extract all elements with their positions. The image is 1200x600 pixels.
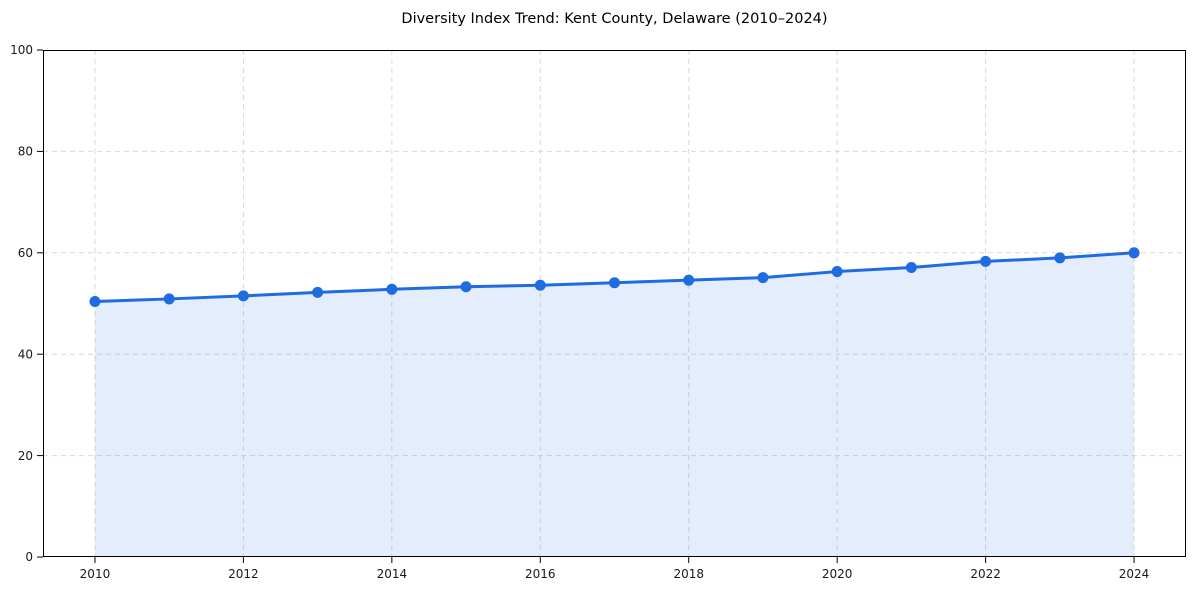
data-point-2023 [1054,252,1066,264]
y-tick-label-60: 60 [18,246,33,260]
x-tick-label-2022: 2022 [970,567,1001,581]
data-point-2018 [683,274,695,286]
x-tick-label-2018: 2018 [673,567,704,581]
y-tick-label-80: 80 [18,145,33,159]
y-tick-label-20: 20 [18,449,33,463]
data-point-2016 [534,279,546,291]
y-tick-label-100: 100 [10,43,33,57]
x-tick-label-2016: 2016 [525,567,556,581]
x-tick-label-2010: 2010 [80,567,111,581]
x-tick-label-2014: 2014 [377,567,408,581]
y-tick-label-0: 0 [25,550,33,564]
plot-svg: 0 20 40 60 80 100 2010 2012 2014 2016 2018 2020 2022… [10,43,1186,581]
data-point-2022 [980,255,992,267]
data-point-2017 [609,277,620,289]
data-point-2013 [312,286,324,298]
x-tick-label-2012: 2012 [228,567,259,581]
area-fill [94,252,1135,558]
plot-area: 0 20 40 60 80 100 2010 2012 2014 2016 2018 2020 2022… [10,43,1186,581]
x-tick-label-2024: 2024 [1119,567,1150,581]
plot-border [43,50,1186,557]
y-tick-label-40: 40 [18,347,33,361]
data-point-2021 [905,262,917,274]
data-point-2011 [163,293,175,305]
data-point-2024 [1128,247,1140,259]
data-point-2012 [237,290,249,302]
chart-title: Diversity Index Trend: Kent County, Dela… [401,11,828,27]
data-point-2020 [831,266,843,278]
x-tick-label-2020: 2020 [822,567,853,581]
data-point-2010 [89,295,101,307]
data-point-2019 [757,272,769,284]
data-point-2014 [386,283,398,295]
data-point-2015 [460,281,472,293]
